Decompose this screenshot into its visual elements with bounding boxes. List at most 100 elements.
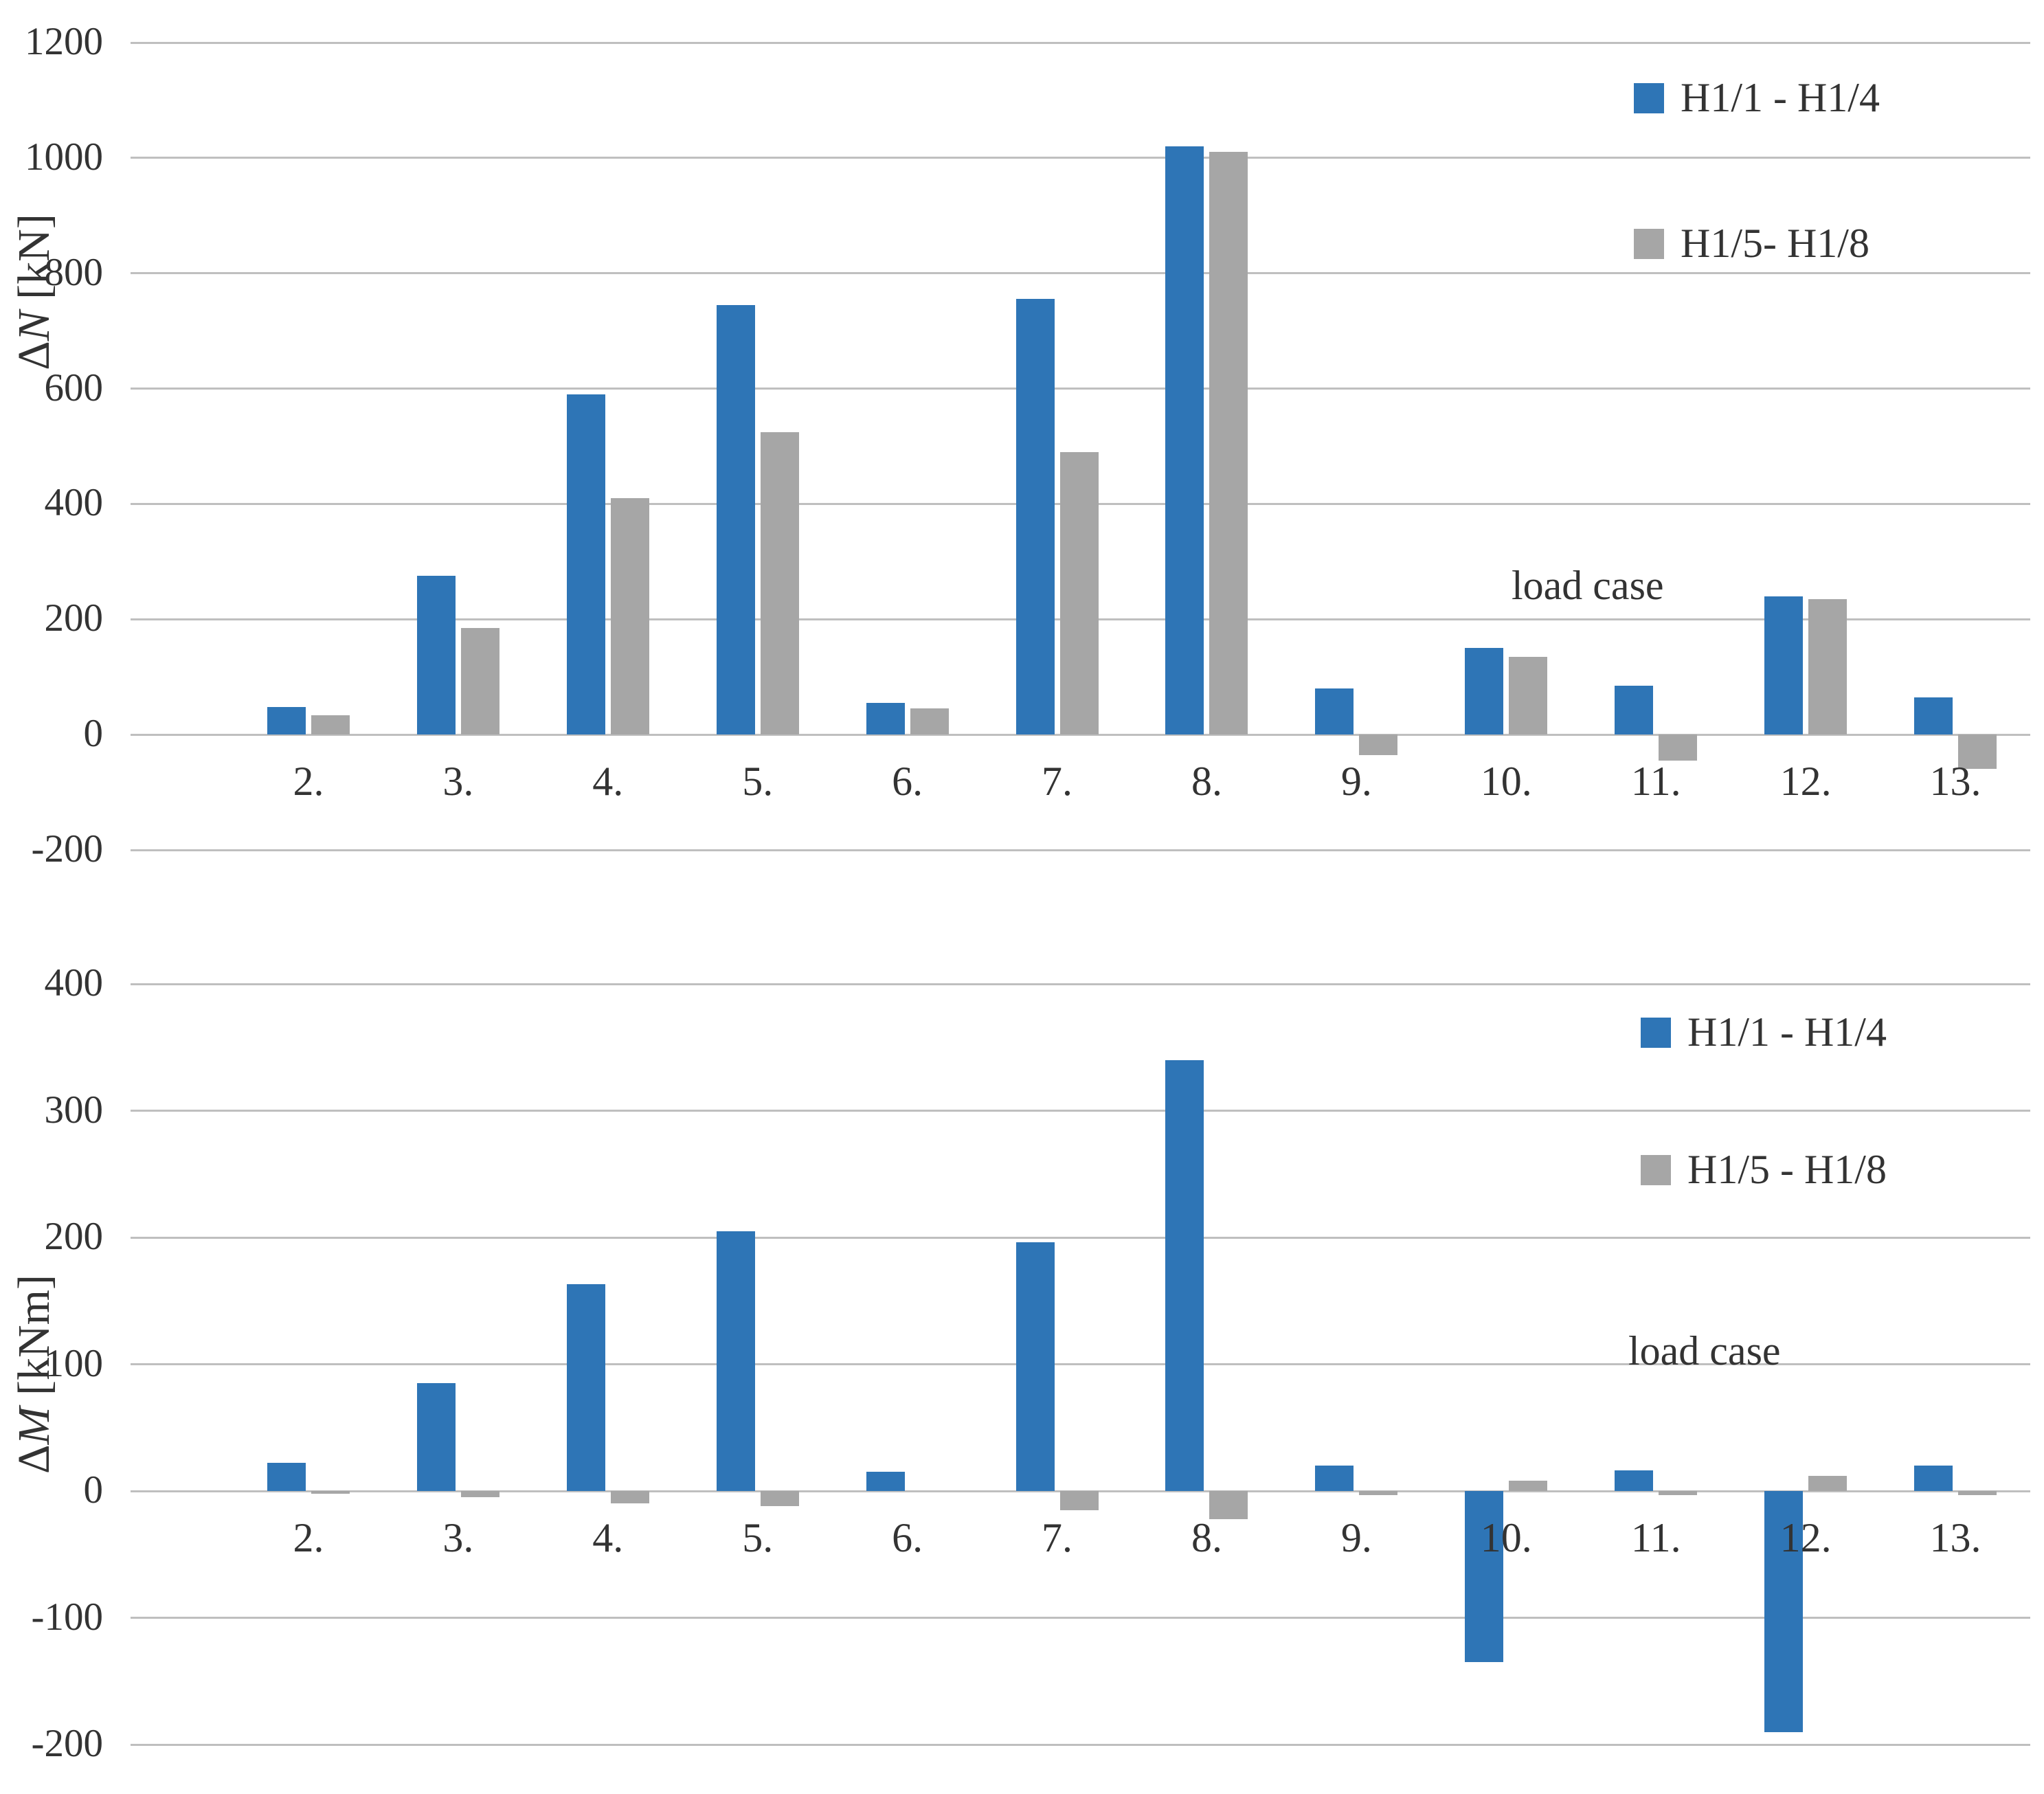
bar-series-0 <box>267 1463 306 1491</box>
y-axis-title-part: [kN] <box>9 214 59 311</box>
y-axis-title-part: Δ <box>9 341 59 370</box>
gridline <box>131 849 2030 851</box>
gridline <box>131 1110 2030 1112</box>
bar-series-0 <box>1165 146 1204 735</box>
bar-series-1 <box>1359 735 1398 755</box>
bar-series-1 <box>460 627 499 735</box>
bar-series-1 <box>1509 1481 1548 1491</box>
x-axis-category-label: 13. <box>1929 1515 1981 1560</box>
x-axis-category-label: 7. <box>1042 759 1073 805</box>
x-axis-category-label: 12. <box>1779 1515 1832 1560</box>
bar-series-1 <box>610 1491 649 1504</box>
bar-series-1 <box>1659 1491 1698 1495</box>
x-axis-category-label: 6. <box>892 1515 923 1560</box>
x-axis-category-label: 3. <box>442 759 474 805</box>
bar-series-1 <box>760 1491 799 1507</box>
y-axis-tick-label: 1000 <box>25 135 103 179</box>
x-axis-category-label: 9. <box>1340 1515 1372 1560</box>
gridline <box>131 388 2030 390</box>
bar-series-1 <box>1808 598 1848 735</box>
y-axis-tick-label: 400 <box>44 481 104 525</box>
bar-series-0 <box>416 1383 456 1491</box>
y-axis-title-part: M <box>9 1406 59 1445</box>
legend-label: H1/1 - H1/4 <box>1687 1009 1887 1055</box>
x-axis-category-label: 4. <box>592 759 624 805</box>
bar-series-0 <box>1165 1059 1204 1491</box>
gridline <box>131 1236 2030 1239</box>
gridline <box>131 983 2030 985</box>
bar-series-1 <box>1958 1491 1997 1495</box>
y-axis-tick-label: -100 <box>31 1595 103 1639</box>
bar-series-0 <box>566 394 605 735</box>
bar-series-0 <box>1465 648 1504 735</box>
y-axis-tick-label: 800 <box>44 250 104 294</box>
bar-series-0 <box>1015 1242 1055 1491</box>
y-axis-tick-label: -200 <box>31 1722 103 1766</box>
x-axis-category-label: 5. <box>742 759 774 805</box>
y-axis-tick-label: 100 <box>44 1341 104 1385</box>
bar-series-1 <box>460 1491 499 1498</box>
bar-series-1 <box>1209 1491 1248 1519</box>
gridline <box>131 1363 2030 1365</box>
bar-series-0 <box>566 1284 605 1491</box>
y-axis-title-part: N <box>9 311 59 341</box>
x-axis-category-label: 3. <box>442 1515 474 1560</box>
y-axis-tick-label: -200 <box>31 827 103 871</box>
bar-series-0 <box>267 706 306 735</box>
x-axis-category-label: 6. <box>892 759 923 805</box>
y-axis-tick-label: 0 <box>83 712 104 756</box>
delta-m-bar-chart: 400 300 200 100 0 -100 -200 2. 3. 4. 5. 6. 7. 8. 9. 10.… <box>0 893 2044 1794</box>
y-axis-tick-label: 0 <box>83 1468 104 1512</box>
delta-n-bar-chart: 1200 1000 800 600 400 200 0 -200 2. 3. 4. 5. 6. 7. 8. 9… <box>0 0 2044 886</box>
bar-series-1 <box>910 708 949 735</box>
x-axis-title: load case <box>1512 563 1664 608</box>
bar-series-1 <box>1659 735 1698 761</box>
y-axis-tick-label: 200 <box>44 596 104 640</box>
y-axis-title: ΔM [kNm] <box>8 1275 60 1474</box>
y-axis-title-part: Δ <box>9 1444 59 1474</box>
y-axis-tick-label: 1200 <box>25 20 103 64</box>
x-axis-category-label: 2. <box>293 1515 324 1560</box>
legend-label: H1/1 - H1/4 <box>1681 75 1880 120</box>
bar-series-1 <box>311 1491 350 1494</box>
bar-series-0 <box>716 304 755 735</box>
gridline <box>131 1617 2030 1619</box>
bar-series-0 <box>1914 1466 1953 1491</box>
bar-series-0 <box>1764 596 1804 735</box>
bar-series-1 <box>1359 1491 1398 1495</box>
bar-series-0 <box>1615 685 1654 735</box>
y-axis-title-part: [kNm] <box>9 1275 59 1407</box>
x-axis-category-label: 11. <box>1630 1515 1681 1560</box>
legend-item: H1/5- H1/8 <box>1634 220 1869 267</box>
x-axis-category-label: 5. <box>742 1515 774 1560</box>
legend-swatch <box>1634 228 1664 259</box>
x-axis-category-label: 10. <box>1480 759 1532 805</box>
bar-series-0 <box>1315 1466 1354 1491</box>
gridline <box>131 733 2030 736</box>
x-axis-category-label: 12. <box>1779 759 1832 805</box>
x-axis-category-label: 7. <box>1042 1515 1073 1560</box>
bar-series-1 <box>1059 451 1099 735</box>
legend-item: H1/1 - H1/4 <box>1634 74 1880 122</box>
x-axis-category-label: 10. <box>1480 1515 1532 1560</box>
x-axis-category-label: 4. <box>592 1515 624 1560</box>
x-axis-category-label: 8. <box>1191 759 1222 805</box>
bar-series-1 <box>1958 735 1997 770</box>
bar-series-0 <box>866 1472 905 1491</box>
bar-series-0 <box>1914 697 1953 735</box>
bar-series-1 <box>311 715 350 735</box>
legend-item: H1/1 - H1/4 <box>1641 1009 1887 1056</box>
x-axis-category-label: 2. <box>293 759 324 805</box>
y-axis-tick-label: 400 <box>44 961 104 1005</box>
legend-label: H1/5- H1/8 <box>1681 221 1869 266</box>
gridline <box>131 1743 2030 1746</box>
legend-item: H1/5 - H1/8 <box>1641 1146 1887 1193</box>
legend-swatch <box>1641 1154 1671 1185</box>
bar-series-0 <box>1315 688 1354 735</box>
legend-swatch <box>1634 82 1664 113</box>
y-axis-title: ΔN [kN] <box>8 214 60 370</box>
bar-series-1 <box>1808 1475 1848 1491</box>
bar-series-0 <box>1015 299 1055 735</box>
bar-series-1 <box>610 498 649 735</box>
gridline <box>131 272 2030 275</box>
